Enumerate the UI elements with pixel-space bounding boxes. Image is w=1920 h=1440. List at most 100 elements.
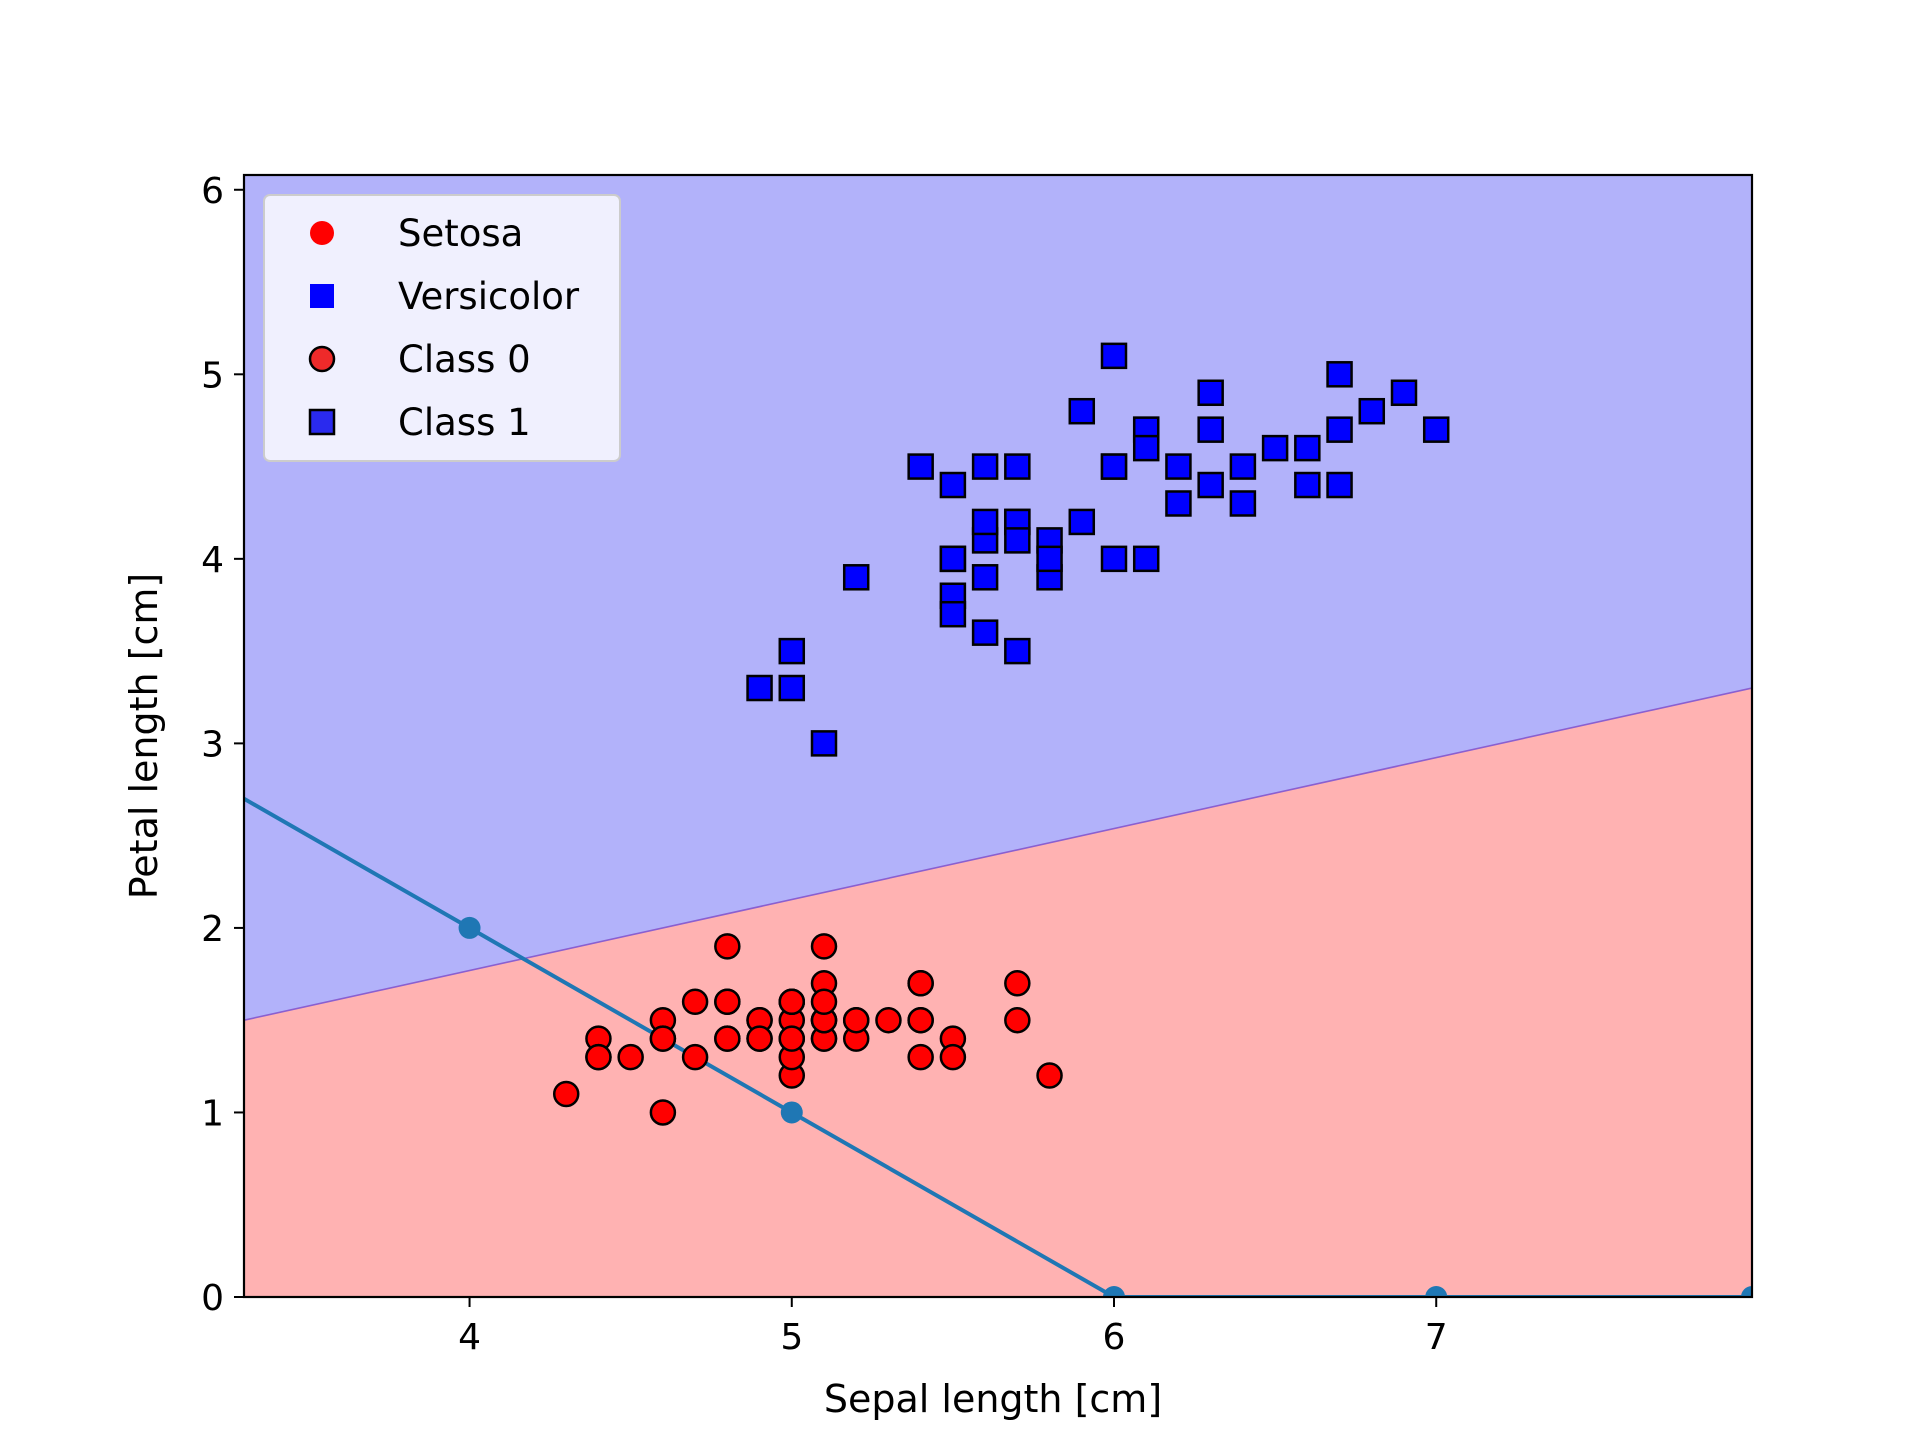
class1-point — [1229, 490, 1257, 517]
line-point — [458, 916, 481, 939]
class1-point — [1165, 490, 1192, 517]
class1-point — [1294, 471, 1321, 499]
class1-point — [778, 637, 806, 665]
class1-point — [1068, 397, 1096, 425]
legend-label: Versicolor — [398, 275, 580, 318]
class0-point — [810, 933, 838, 960]
class1-point — [907, 453, 934, 480]
class1-point — [939, 600, 967, 628]
class1-point — [746, 674, 773, 702]
class1-point — [1261, 434, 1289, 462]
class0-point — [778, 988, 806, 1015]
class1-point — [1197, 379, 1224, 407]
y-tick-label: 6 — [201, 171, 224, 212]
class0-point — [778, 1025, 806, 1052]
class1-point — [939, 545, 967, 573]
class1-point — [842, 564, 870, 591]
series-line — [244, 797, 1752, 1297]
y-axis-label: Petal length [cm] — [122, 573, 166, 900]
x-tick-label: 6 — [1103, 1317, 1126, 1358]
class1-point — [1326, 361, 1353, 388]
y-tick-label: 0 — [201, 1278, 224, 1319]
class1-point — [1036, 545, 1063, 573]
class1-point — [1100, 342, 1128, 370]
class0-point — [714, 933, 741, 960]
decision-boundary — [244, 687, 1752, 1021]
line-point — [1425, 1286, 1448, 1297]
class0-point — [585, 1043, 612, 1071]
class1-point — [1100, 453, 1128, 480]
data-markers — [552, 342, 1450, 1126]
class1-point — [810, 730, 838, 757]
class0-point — [939, 1043, 967, 1071]
class1-point — [1326, 416, 1353, 443]
class0-point — [907, 1043, 934, 1071]
class1-point — [971, 564, 999, 591]
x-tick-label: 5 — [780, 1317, 803, 1358]
legend-marker-square — [308, 408, 336, 436]
class0-point — [617, 1043, 644, 1071]
class1-point — [1326, 471, 1353, 499]
x-tick-label: 7 — [1425, 1317, 1448, 1358]
x-axis-label: Sepal length [cm] — [824, 1377, 1162, 1421]
class1-point — [1197, 416, 1224, 443]
y-tick-label: 1 — [201, 1093, 224, 1134]
class0-point — [649, 1025, 677, 1052]
legend-box — [263, 194, 621, 462]
class1-point — [778, 674, 806, 702]
line-point — [1103, 1286, 1125, 1297]
y-tick-label: 3 — [201, 724, 224, 765]
legend-label: Class 0 — [398, 338, 531, 381]
legend: Setosa Versicolor Class 0 Class 1 — [263, 194, 621, 462]
class0-point — [1004, 1006, 1031, 1034]
class0-point — [810, 988, 838, 1015]
class0-point — [1036, 1062, 1063, 1089]
y-axis-ticks: 0 1 2 3 4 5 6 — [201, 171, 244, 1319]
class1-point — [1004, 527, 1031, 554]
series-lines — [244, 797, 1752, 1297]
class0-point — [875, 1006, 902, 1034]
region-below — [244, 688, 1752, 1297]
y-tick-label: 4 — [201, 540, 224, 581]
class0-point — [681, 988, 709, 1015]
x-tick-label: 4 — [458, 1317, 481, 1358]
class0-point — [714, 988, 741, 1015]
class1-point — [1229, 453, 1257, 480]
y-tick-label: 2 — [201, 909, 224, 950]
plot-frame — [242, 173, 1754, 1299]
class1-point — [1004, 453, 1031, 480]
class1-point — [1132, 545, 1160, 573]
x-axis-ticks: 4 5 6 7 — [458, 1297, 1448, 1358]
class1-point — [1100, 545, 1128, 573]
legend-marker-circle — [308, 345, 336, 373]
legend-marker-square — [310, 284, 334, 308]
class0-point — [746, 1025, 773, 1052]
class1-point — [1132, 434, 1160, 462]
legend-label: Setosa — [398, 212, 523, 255]
legend-label: Class 1 — [398, 401, 531, 444]
class1-point — [1197, 471, 1224, 499]
class0-point — [649, 1099, 677, 1126]
y-tick-label: 5 — [201, 355, 224, 396]
class1-point — [1165, 453, 1192, 480]
class1-point — [971, 453, 999, 480]
class1-point — [1390, 379, 1418, 407]
class0-point — [907, 1006, 934, 1034]
class0-point — [907, 970, 934, 997]
class1-point — [1358, 397, 1386, 425]
class1-point — [1004, 637, 1031, 665]
class1-point — [1068, 508, 1096, 536]
class0-point — [552, 1080, 580, 1108]
class1-point — [971, 619, 999, 646]
line-point — [780, 1101, 803, 1124]
line-point — [1741, 1286, 1752, 1297]
class1-point — [939, 471, 967, 499]
class1-point — [1294, 434, 1321, 462]
class0-point — [1004, 970, 1031, 997]
class1-point — [1422, 416, 1450, 443]
legend-marker-circle — [310, 221, 334, 245]
class0-point — [681, 1043, 709, 1071]
class0-point — [842, 1006, 870, 1034]
class1-point — [971, 508, 999, 536]
